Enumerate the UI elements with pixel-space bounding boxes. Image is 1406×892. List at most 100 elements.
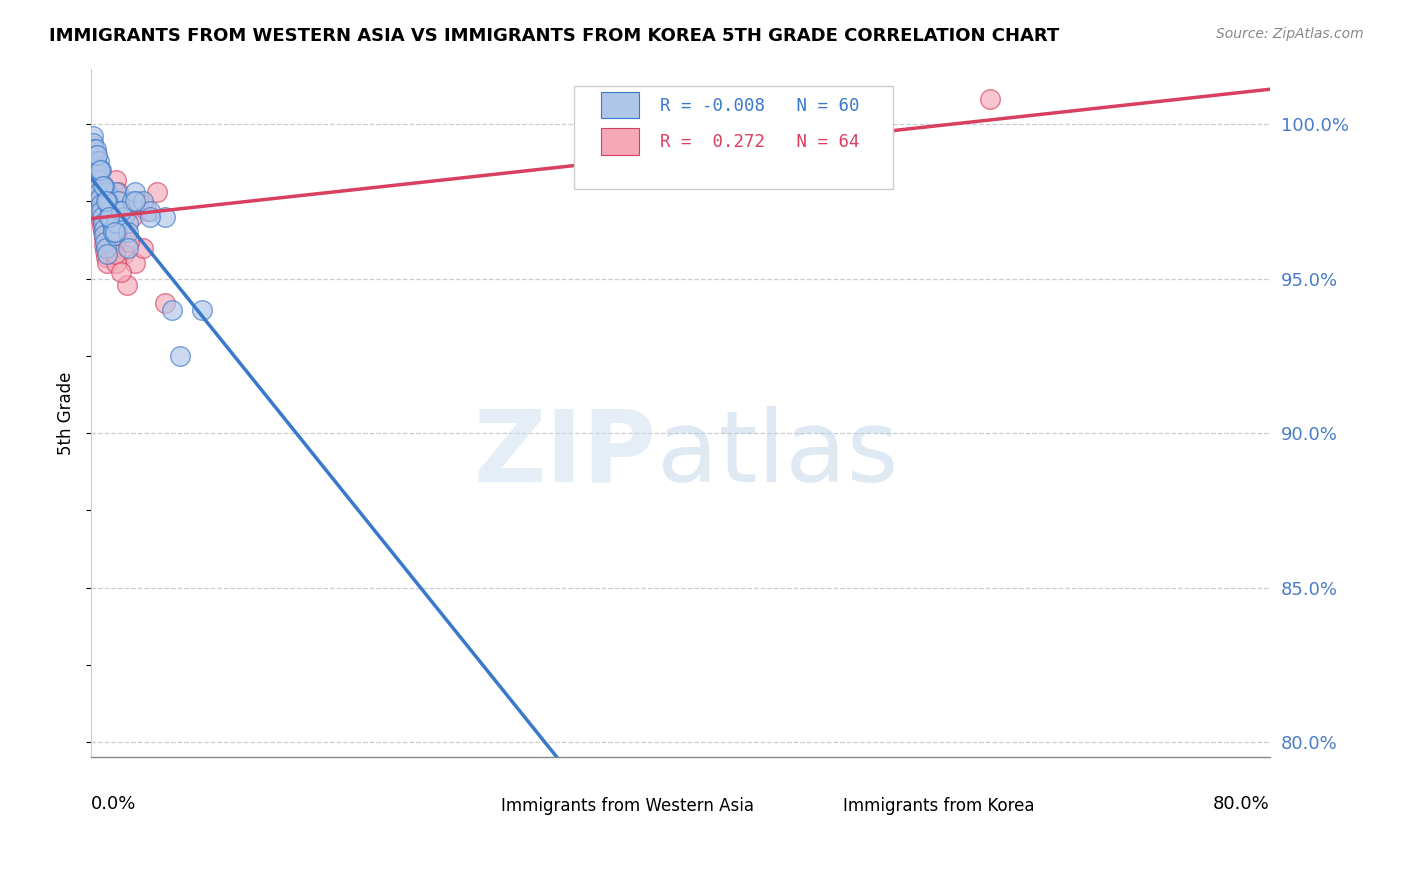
Point — [84, 148, 107, 162]
Point — [100, 216, 122, 230]
Point — [87, 178, 110, 193]
Point — [97, 210, 120, 224]
Point — [105, 173, 128, 187]
Point — [87, 203, 110, 218]
Point — [91, 178, 114, 193]
Point — [96, 194, 118, 209]
Point — [153, 296, 176, 310]
Point — [93, 231, 115, 245]
Point — [89, 178, 111, 193]
Point — [121, 194, 143, 209]
Point — [97, 191, 120, 205]
Point — [110, 203, 132, 218]
Point — [94, 244, 117, 258]
Point — [979, 92, 1001, 106]
Point — [97, 197, 120, 211]
Bar — [602, 128, 640, 154]
Point — [91, 225, 114, 239]
Point — [98, 210, 121, 224]
Point — [121, 210, 143, 224]
Point — [98, 203, 121, 218]
Point — [98, 219, 121, 233]
Point — [89, 163, 111, 178]
Point — [86, 167, 108, 181]
Point — [82, 138, 104, 153]
Point — [169, 349, 191, 363]
Point — [84, 169, 107, 184]
Point — [93, 222, 115, 236]
Point — [103, 225, 125, 239]
Point — [104, 225, 127, 239]
Point — [107, 194, 129, 209]
Point — [93, 194, 115, 209]
Point — [94, 194, 117, 209]
Point — [104, 247, 127, 261]
Point — [124, 256, 146, 270]
Point — [90, 178, 112, 193]
Point — [94, 241, 117, 255]
Point — [84, 142, 107, 156]
Text: Source: ZipAtlas.com: Source: ZipAtlas.com — [1216, 27, 1364, 41]
Point — [87, 154, 110, 169]
Point — [132, 194, 155, 209]
Point — [107, 185, 129, 199]
Point — [90, 163, 112, 178]
Point — [91, 185, 114, 199]
Bar — [602, 92, 640, 118]
Point — [93, 237, 115, 252]
Point — [84, 161, 107, 175]
Point — [110, 194, 132, 209]
Point — [96, 256, 118, 270]
Point — [98, 210, 121, 224]
Point — [96, 185, 118, 199]
Point — [111, 216, 134, 230]
Point — [103, 231, 125, 245]
Point — [93, 178, 115, 193]
Point — [100, 225, 122, 239]
Point — [90, 213, 112, 227]
Text: 80.0%: 80.0% — [1213, 796, 1270, 814]
Point — [84, 154, 107, 169]
Point — [139, 210, 162, 224]
Point — [105, 256, 128, 270]
Point — [124, 185, 146, 199]
Point — [84, 163, 107, 178]
Point — [96, 210, 118, 224]
Point — [104, 237, 127, 252]
Text: ZIP: ZIP — [474, 406, 657, 503]
Text: 0.0%: 0.0% — [91, 796, 136, 814]
Point — [82, 136, 104, 150]
Point — [82, 145, 104, 159]
Point — [93, 216, 115, 230]
Point — [97, 201, 120, 215]
Point — [190, 302, 212, 317]
Point — [104, 228, 127, 243]
Point — [91, 219, 114, 233]
Point — [87, 182, 110, 196]
Point — [90, 207, 112, 221]
Point — [117, 241, 139, 255]
Text: R = -0.008   N = 60: R = -0.008 N = 60 — [661, 96, 860, 115]
Point — [89, 194, 111, 209]
Point — [93, 228, 115, 243]
Point — [110, 265, 132, 279]
Point — [82, 129, 104, 144]
Point — [112, 210, 135, 224]
Point — [97, 203, 120, 218]
Point — [105, 216, 128, 230]
Point — [94, 235, 117, 249]
Point — [98, 213, 121, 227]
Point — [87, 188, 110, 202]
Y-axis label: 5th Grade: 5th Grade — [58, 371, 75, 455]
Point — [89, 191, 111, 205]
Text: atlas: atlas — [657, 406, 898, 503]
Point — [90, 203, 112, 218]
Point — [114, 225, 136, 239]
Point — [90, 197, 112, 211]
Point — [112, 247, 135, 261]
Point — [115, 277, 138, 292]
Point — [103, 241, 125, 255]
Point — [86, 176, 108, 190]
Point — [94, 194, 117, 209]
Point — [117, 225, 139, 239]
